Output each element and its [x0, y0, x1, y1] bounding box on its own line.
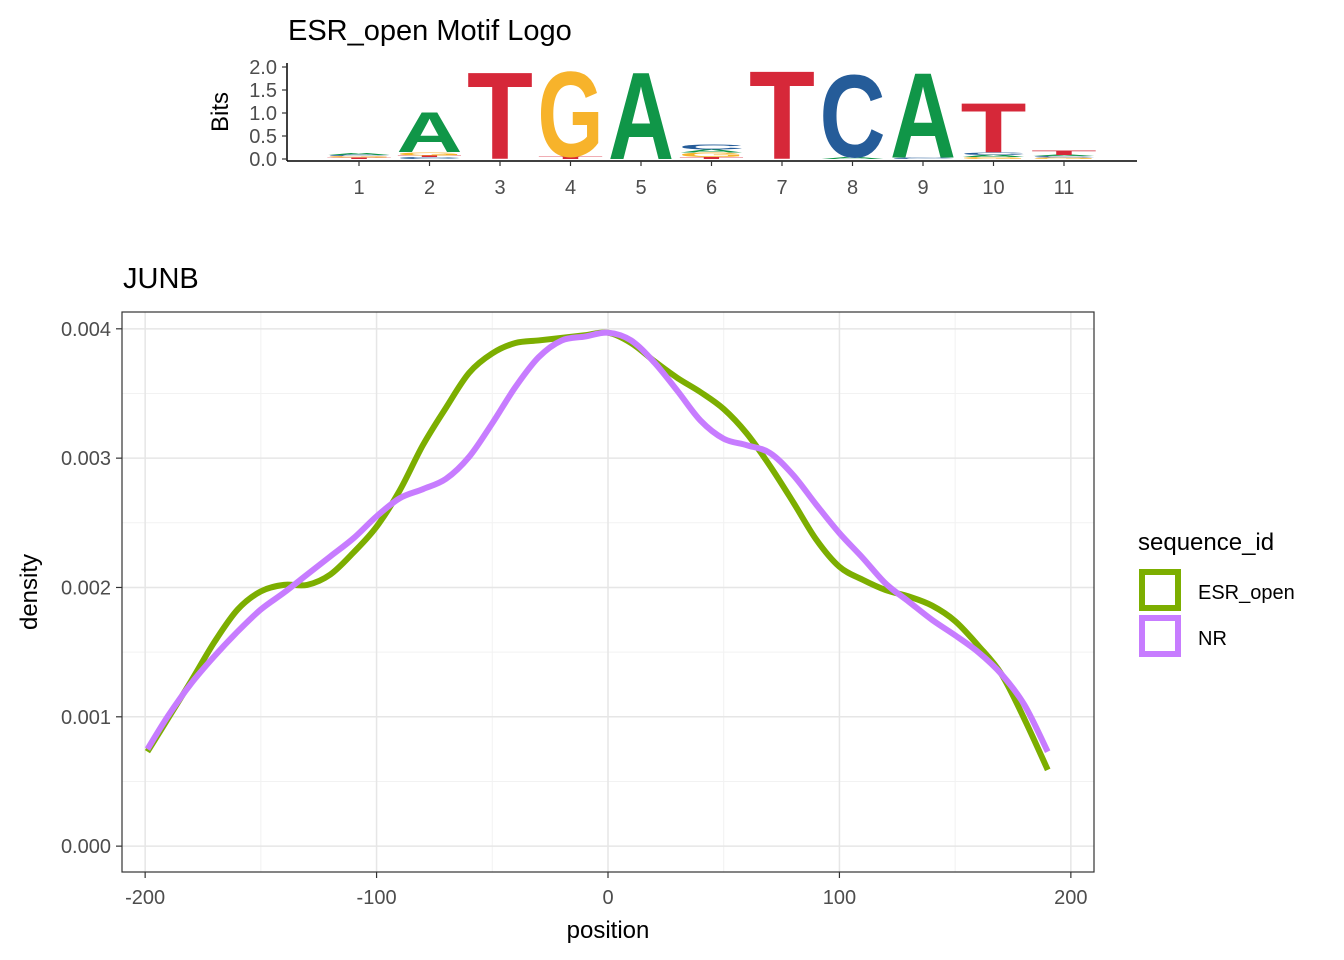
y-tick-label: 0.000 [61, 836, 111, 858]
legend-title: sequence_id [1138, 529, 1274, 556]
logo-x-tick-label: 7 [776, 177, 787, 199]
logo-letter-G: G [326, 156, 392, 158]
logo-letter-T: T [326, 157, 392, 159]
logo-title: ESR_open Motif Logo [288, 15, 572, 47]
y-tick-label: 0.003 [61, 448, 111, 470]
plot-axes: -200 -100 0 100 200 0.000 0.001 0.002 0.003 0.004 [61, 319, 1088, 909]
plot-grid [122, 312, 1094, 872]
legend: sequence_id ESR_open NR [1138, 529, 1295, 657]
logo-x-tick-label: 5 [635, 177, 646, 199]
logo-letter-T: T [396, 155, 462, 158]
logo-letter-A: A [326, 153, 392, 156]
logo-y-tick-label: 0.0 [249, 149, 277, 171]
logo-x-tick-label: 9 [917, 177, 928, 199]
legend-key-ESR_open [1139, 569, 1181, 611]
logo-letter-G: G [679, 151, 745, 158]
logo-x-tick-label: 6 [706, 177, 717, 199]
logo-y-axis-title: Bits [207, 92, 234, 132]
logo-y-tick-label: 1.5 [249, 80, 277, 102]
logo-letter-G: G [1031, 157, 1097, 159]
logo-letter-C: C [961, 151, 1027, 155]
logo-x-tick-label: 1 [353, 177, 364, 199]
logo-letter-A: A [397, 101, 463, 165]
logo-letter-C: C [679, 142, 745, 151]
y-tick-label: 0.004 [61, 319, 111, 341]
legend-key-NR [1139, 615, 1181, 657]
legend-items: ESR_open NR [1139, 569, 1295, 657]
logo-letter-T: T [1031, 149, 1097, 156]
x-tick-label: 0 [602, 887, 613, 909]
logo-letter-T: T [678, 157, 744, 160]
logo-letter-T: T [538, 156, 604, 160]
logo-x-tick-label: 11 [1054, 177, 1075, 199]
density-title: JUNB [123, 263, 199, 295]
logo-y-tick-label: 2.0 [249, 57, 277, 79]
x-tick-label: 200 [1054, 887, 1087, 909]
plot-series [144, 329, 1051, 772]
y-tick-label: 0.001 [61, 707, 111, 729]
logo-y-tick-label: 1.0 [249, 103, 277, 125]
x-axis-title: position [567, 917, 650, 944]
logo-letter-A: A [679, 148, 745, 153]
logo-x-tick-label: 2 [424, 177, 435, 199]
logo-letter-G: G [961, 157, 1027, 160]
logo-letter-T: T [961, 90, 1027, 168]
density-line-NR [144, 329, 1051, 754]
logo-letter-C: C [397, 157, 463, 160]
legend-label-NR: NR [1198, 628, 1227, 650]
logo-x-tick-label: 10 [982, 177, 1004, 199]
y-tick-label: 0.002 [61, 577, 111, 599]
logo-x-tick-label: 3 [494, 177, 505, 199]
logo-letter-A: A [960, 154, 1026, 158]
logo-letter-C: C [1031, 156, 1097, 158]
logo-y-tick-label: 0.5 [249, 126, 277, 148]
logo-letter-C: C [326, 154, 392, 156]
logo-x-tick-label: 4 [565, 177, 576, 199]
legend-label-ESR_open: ESR_open [1198, 582, 1295, 604]
y-axis-title: density [16, 554, 43, 630]
logo-axes: 0.00.51.01.52.0 1 2 3 4 5 6 7 8 9 10 11 [249, 57, 1137, 199]
logo-letter-A: A [820, 157, 886, 160]
logo-letter-A: A [1031, 154, 1097, 156]
x-tick-label: 100 [823, 887, 856, 909]
logo-x-tick-label: 8 [847, 177, 858, 199]
logo-letter-G: G [397, 151, 463, 156]
density-panel: JUNB -200 -100 0 100 200 0.000 0.001 0.002 0.003… [16, 263, 1095, 944]
x-tick-label: -200 [125, 887, 165, 909]
x-tick-label: -100 [357, 887, 397, 909]
logo-letter-C: C [890, 157, 956, 159]
